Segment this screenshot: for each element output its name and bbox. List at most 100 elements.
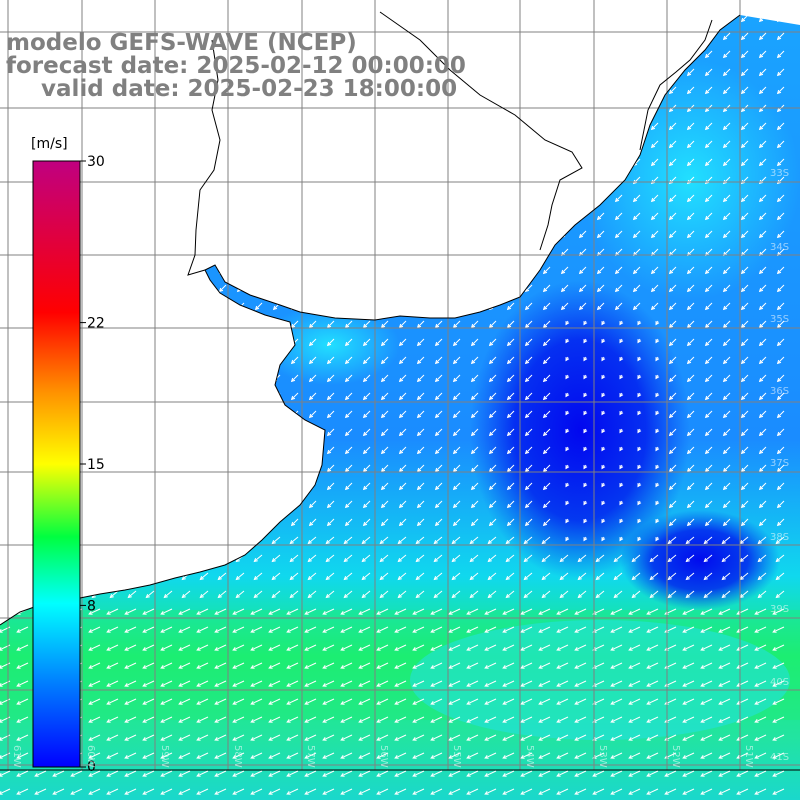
wind-arrow-head bbox=[722, 233, 728, 239]
wind-arrow-head bbox=[289, 557, 294, 563]
wind-arrow bbox=[723, 428, 731, 436]
wind-arrow-head bbox=[214, 610, 219, 615]
wind-arrow-head bbox=[178, 790, 183, 795]
wind-arrow-head bbox=[524, 485, 530, 491]
wind-arrow bbox=[471, 338, 479, 346]
wind-arrow bbox=[646, 626, 659, 633]
wind-arrow-head bbox=[704, 89, 710, 95]
wind-arrow bbox=[448, 716, 461, 723]
wind-arrow-head bbox=[142, 646, 147, 651]
wind-arrow-head bbox=[326, 467, 332, 473]
wind-arrow bbox=[597, 230, 605, 238]
wind-arrow-head bbox=[520, 610, 525, 615]
wind-arrow bbox=[471, 428, 479, 436]
wind-arrow-head bbox=[776, 449, 782, 455]
wind-arrow-head bbox=[700, 628, 705, 633]
wind-arrow bbox=[232, 662, 245, 669]
wind-arrow-head bbox=[484, 646, 489, 651]
wind-arrow-head bbox=[250, 718, 255, 723]
wind-arrow-head bbox=[340, 754, 345, 759]
wind-arrow bbox=[417, 320, 425, 328]
wind-arrow-head bbox=[610, 736, 615, 741]
wind-arrow-head bbox=[772, 718, 777, 723]
wind-arrow bbox=[417, 410, 425, 418]
wind-arrow-head bbox=[304, 646, 309, 651]
wind-arrow-head bbox=[307, 539, 312, 545]
wind-arrow-head bbox=[214, 664, 219, 669]
wind-arrow bbox=[723, 518, 731, 526]
wind-arrow bbox=[686, 590, 695, 598]
wind-arrow-head bbox=[232, 646, 237, 651]
wind-arrow-head bbox=[412, 754, 417, 759]
wind-arrow bbox=[376, 788, 389, 795]
wind-arrow bbox=[646, 644, 659, 651]
wind-arrow bbox=[254, 590, 263, 598]
wind-arrow bbox=[232, 770, 245, 777]
wind-arrow-head bbox=[466, 718, 471, 723]
wind-arrow-head bbox=[142, 682, 147, 687]
wind-arrow-head bbox=[700, 664, 705, 669]
wind-arrow-head bbox=[470, 413, 476, 419]
wind-arrow-head bbox=[686, 377, 692, 383]
wind-arrow bbox=[556, 734, 569, 741]
wind-arrow bbox=[435, 428, 443, 436]
wind-arrow bbox=[543, 392, 551, 400]
wind-arrow-head bbox=[668, 179, 674, 185]
lat-label: 34S bbox=[770, 242, 789, 253]
wind-arrow-head bbox=[668, 323, 674, 329]
wind-arrow-head bbox=[722, 503, 728, 509]
wind-arrow bbox=[682, 716, 695, 723]
wind-arrow-head bbox=[308, 323, 314, 329]
wind-arrow bbox=[525, 500, 533, 508]
wind-arrow bbox=[741, 338, 749, 346]
wind-arrow-head bbox=[340, 700, 345, 705]
wind-arrow-head bbox=[430, 646, 435, 651]
wind-arrow-head bbox=[358, 754, 363, 759]
wind-arrow-head bbox=[776, 161, 782, 167]
wind-arrow bbox=[561, 248, 569, 256]
wind-arrow bbox=[394, 698, 407, 705]
wind-arrow-head bbox=[704, 341, 710, 347]
wind-arrow bbox=[304, 752, 317, 759]
wind-arrow bbox=[596, 572, 605, 580]
wind-arrow bbox=[489, 356, 497, 364]
wind-arrow-head bbox=[322, 628, 327, 633]
wind-arrow bbox=[412, 734, 425, 741]
wind-arrow-head bbox=[565, 518, 570, 524]
wind-arrow-head bbox=[646, 628, 651, 633]
wind-arrow-head bbox=[466, 682, 471, 687]
wind-arrow-head bbox=[344, 449, 350, 455]
wind-arrow bbox=[322, 662, 335, 669]
wind-arrow-head bbox=[668, 413, 674, 419]
wind-arrow bbox=[452, 590, 461, 598]
wind-arrow-head bbox=[776, 323, 782, 329]
wind-arrow bbox=[142, 770, 155, 777]
wind-arrow bbox=[394, 662, 407, 669]
wind-arrow bbox=[394, 716, 407, 723]
wind-arrow-head bbox=[286, 628, 291, 633]
wind-arrow bbox=[124, 662, 137, 669]
wind-arrow-head bbox=[506, 395, 512, 401]
wind-arrow bbox=[525, 428, 533, 436]
wind-arrow-head bbox=[448, 628, 453, 633]
wind-arrow bbox=[448, 698, 461, 705]
colorbar-tick-label: 0 bbox=[87, 759, 96, 775]
wind-arrow-head bbox=[736, 610, 741, 615]
wind-arrow-head bbox=[434, 467, 440, 473]
wind-arrow-head bbox=[757, 593, 762, 599]
wind-arrow bbox=[434, 536, 443, 544]
wind-arrow-head bbox=[704, 449, 710, 455]
wind-arrow bbox=[543, 266, 551, 274]
wind-arrow-head bbox=[502, 610, 507, 615]
wind-arrow-head bbox=[106, 610, 111, 615]
wind-arrow-head bbox=[718, 790, 723, 795]
wind-arrow bbox=[430, 734, 443, 741]
wind-arrow-head bbox=[667, 575, 672, 581]
wind-arrow-head bbox=[394, 754, 399, 759]
wind-arrow bbox=[538, 608, 551, 615]
wind-arrow-head bbox=[470, 485, 476, 491]
wind-arrow-head bbox=[88, 646, 93, 651]
wind-arrow-head bbox=[362, 377, 368, 383]
wind-arrow-head bbox=[484, 700, 489, 705]
wind-arrow bbox=[754, 608, 767, 615]
